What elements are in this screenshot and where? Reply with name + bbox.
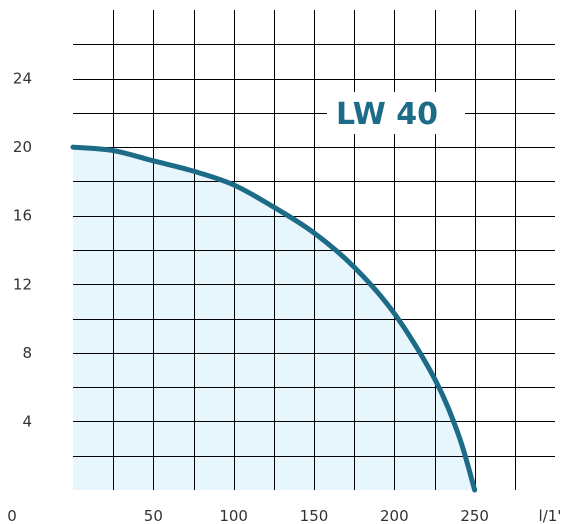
y-tick-label: 20: [13, 138, 32, 156]
tick-labels: 4 8 12 16 20 24 50 100 150 200 250 0 l/1': [7, 70, 561, 524]
performance-curve: [70, 144, 478, 493]
origin-label: 0: [7, 507, 17, 524]
x-unit-label: l/1': [539, 507, 562, 524]
grid: [73, 10, 555, 490]
x-tick-label: 150: [300, 507, 329, 524]
x-tick-label: 250: [460, 507, 489, 524]
title-background: [327, 92, 465, 134]
x-tick-label: 200: [380, 507, 409, 524]
y-tick-label: 16: [13, 207, 32, 225]
x-tick-label: 100: [219, 507, 248, 524]
y-tick-label: 12: [13, 275, 32, 293]
x-tick-label: 50: [144, 507, 163, 524]
chart-title: LW 40: [336, 97, 438, 132]
y-tick-label: 8: [22, 344, 32, 362]
curve-area-fill: [73, 147, 475, 490]
y-tick-label: 4: [22, 412, 32, 430]
y-tick-label: 24: [13, 70, 32, 88]
